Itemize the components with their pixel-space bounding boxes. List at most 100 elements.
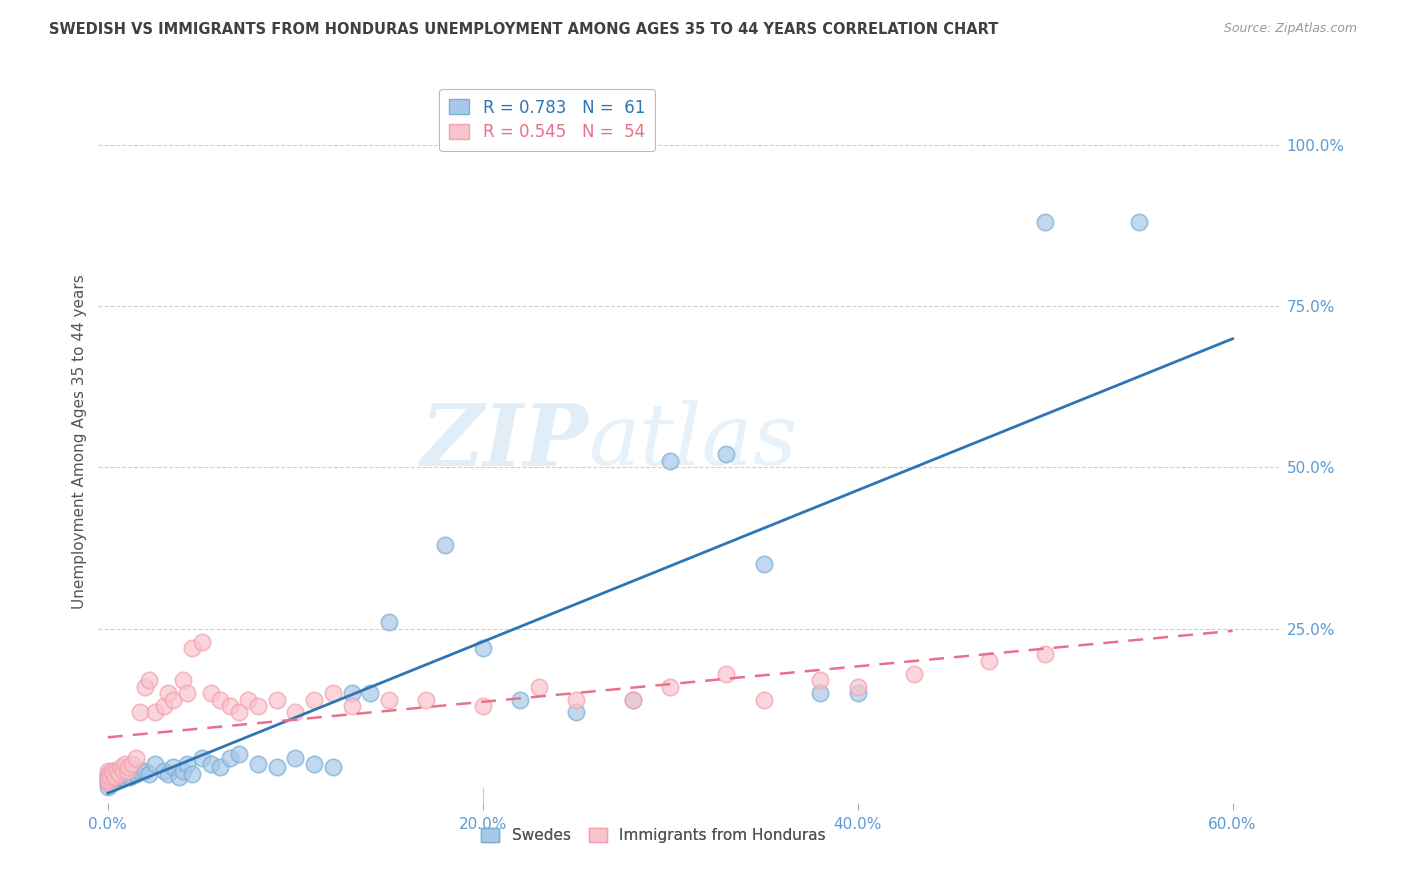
Point — [246, 757, 269, 772]
Text: ZIP: ZIP — [420, 400, 589, 483]
Point — [121, 757, 143, 772]
Legend: Swedes, Immigrants from Honduras: Swedes, Immigrants from Honduras — [475, 822, 832, 849]
Point — [621, 692, 644, 706]
Point — [97, 770, 120, 784]
Point — [108, 766, 131, 780]
Point — [125, 766, 148, 780]
Point — [284, 750, 307, 764]
Point — [359, 686, 381, 700]
Point — [162, 760, 184, 774]
Point — [176, 686, 198, 700]
Point — [1128, 215, 1150, 229]
Point — [266, 760, 288, 774]
Point — [378, 692, 401, 706]
Point — [138, 673, 160, 688]
Point — [97, 776, 120, 790]
Point — [659, 454, 682, 468]
Point — [105, 764, 128, 778]
Point — [153, 764, 176, 778]
Point — [340, 686, 363, 700]
Point — [471, 640, 494, 655]
Point — [98, 766, 121, 780]
Point — [111, 770, 134, 784]
Point — [209, 760, 232, 774]
Point — [100, 766, 122, 780]
Point — [434, 538, 457, 552]
Y-axis label: Unemployment Among Ages 35 to 44 years: Unemployment Among Ages 35 to 44 years — [72, 274, 87, 609]
Point — [98, 770, 121, 784]
Point — [100, 764, 122, 778]
Point — [176, 757, 198, 772]
Point — [138, 766, 160, 780]
Point — [105, 764, 128, 778]
Point — [716, 666, 738, 681]
Point — [108, 766, 131, 780]
Point — [238, 692, 260, 706]
Point — [111, 764, 134, 778]
Point — [977, 654, 1000, 668]
Point — [172, 673, 194, 688]
Text: atlas: atlas — [589, 401, 797, 483]
Point — [284, 706, 307, 720]
Point — [228, 706, 250, 720]
Point — [903, 666, 925, 681]
Point — [846, 680, 869, 694]
Point — [181, 766, 204, 780]
Point — [1033, 648, 1056, 662]
Point — [172, 764, 194, 778]
Point — [228, 747, 250, 762]
Point — [105, 770, 128, 784]
Point — [104, 773, 127, 788]
Point — [103, 766, 125, 780]
Point — [120, 770, 142, 784]
Point — [128, 706, 150, 720]
Point — [209, 692, 232, 706]
Point — [808, 673, 831, 688]
Point — [200, 757, 222, 772]
Point — [509, 692, 531, 706]
Point — [115, 764, 138, 778]
Point — [659, 680, 682, 694]
Text: SWEDISH VS IMMIGRANTS FROM HONDURAS UNEMPLOYMENT AMONG AGES 35 TO 44 YEARS CORRE: SWEDISH VS IMMIGRANTS FROM HONDURAS UNEM… — [49, 22, 998, 37]
Point — [103, 770, 125, 784]
Point — [115, 764, 138, 778]
Point — [110, 764, 132, 778]
Point — [97, 773, 120, 788]
Point — [565, 692, 588, 706]
Point — [125, 750, 148, 764]
Point — [527, 680, 550, 694]
Point — [808, 686, 831, 700]
Point — [266, 692, 288, 706]
Point — [97, 780, 120, 794]
Point — [846, 686, 869, 700]
Point — [128, 764, 150, 778]
Point — [108, 770, 131, 784]
Point — [190, 750, 212, 764]
Point — [143, 706, 166, 720]
Point — [97, 766, 120, 780]
Point — [167, 770, 190, 784]
Point — [200, 686, 222, 700]
Point — [302, 692, 325, 706]
Point — [716, 447, 738, 461]
Point — [134, 764, 156, 778]
Point — [471, 699, 494, 714]
Point — [752, 692, 775, 706]
Point — [97, 776, 120, 790]
Point — [565, 706, 588, 720]
Point — [103, 764, 125, 778]
Point — [322, 686, 344, 700]
Point — [104, 766, 127, 780]
Point — [156, 766, 179, 780]
Point — [181, 640, 204, 655]
Point — [752, 557, 775, 571]
Point — [1033, 215, 1056, 229]
Point — [97, 773, 120, 788]
Point — [117, 766, 139, 780]
Point — [246, 699, 269, 714]
Point — [98, 776, 121, 790]
Point — [218, 699, 240, 714]
Point — [134, 680, 156, 694]
Point — [190, 634, 212, 648]
Point — [162, 692, 184, 706]
